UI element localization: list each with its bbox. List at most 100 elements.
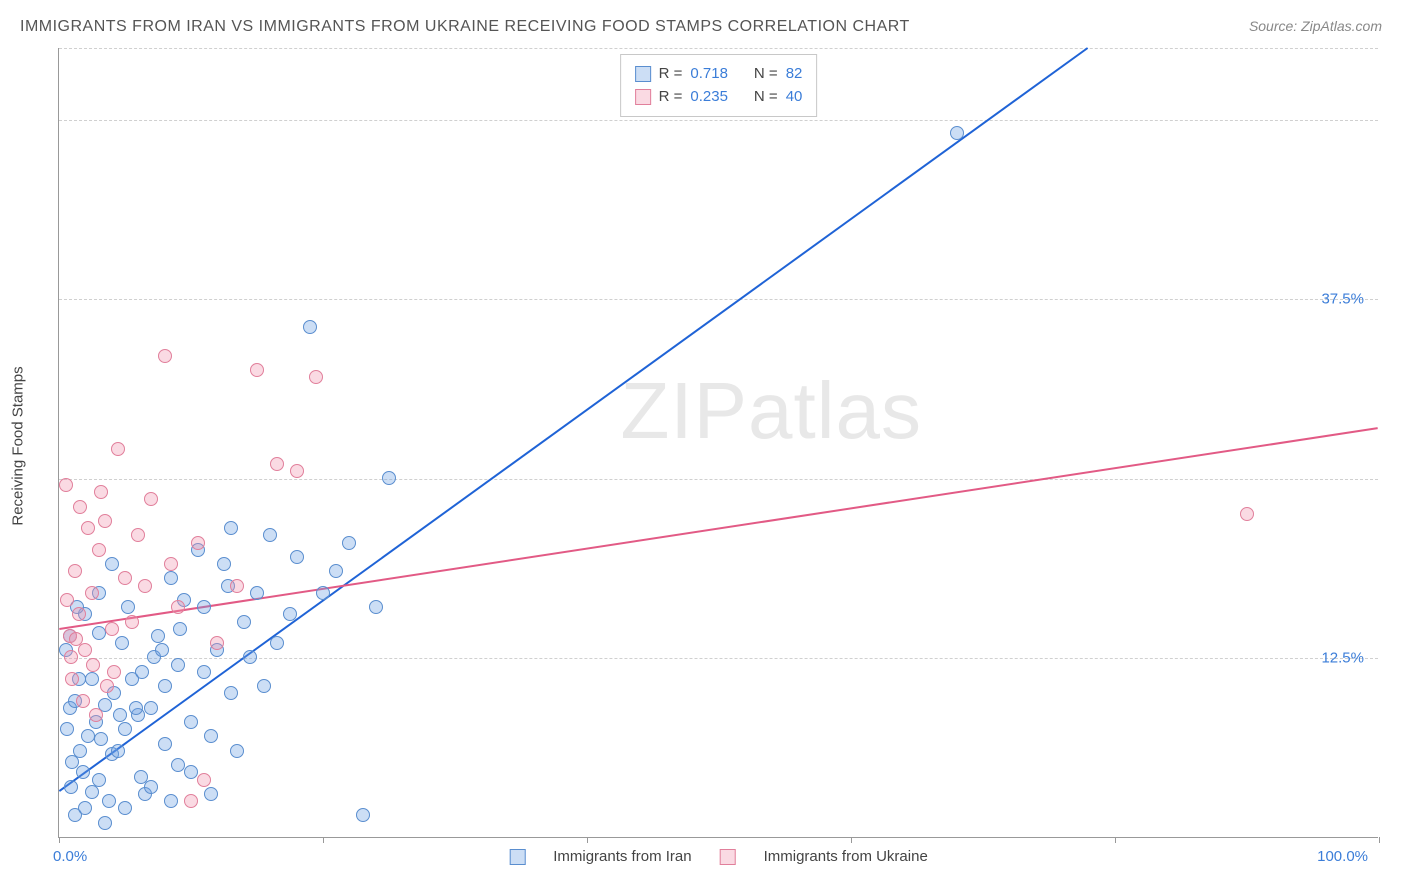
- point-iran: [121, 600, 135, 614]
- x-tick: [323, 837, 324, 843]
- point-iran: [197, 665, 211, 679]
- point-ukraine: [89, 708, 103, 722]
- point-iran: [316, 586, 330, 600]
- point-iran: [356, 808, 370, 822]
- x-tick: [587, 837, 588, 843]
- point-iran: [144, 780, 158, 794]
- point-iran: [85, 785, 99, 799]
- point-ukraine: [210, 636, 224, 650]
- x-tick: [851, 837, 852, 843]
- point-iran: [111, 744, 125, 758]
- point-ukraine: [100, 679, 114, 693]
- x-tick-label: 100.0%: [1317, 848, 1368, 865]
- point-ukraine: [107, 665, 121, 679]
- point-iran: [129, 701, 143, 715]
- point-iran: [270, 636, 284, 650]
- point-ukraine: [230, 579, 244, 593]
- swatch-iran: [509, 849, 525, 865]
- point-ukraine: [92, 543, 106, 557]
- point-iran: [151, 629, 165, 643]
- point-ukraine: [78, 643, 92, 657]
- point-iran: [144, 701, 158, 715]
- point-iran: [224, 686, 238, 700]
- point-ukraine: [85, 586, 99, 600]
- series-label-ukraine: Immigrants from Ukraine: [764, 848, 928, 865]
- point-ukraine: [184, 794, 198, 808]
- point-iran: [102, 794, 116, 808]
- point-ukraine: [144, 492, 158, 506]
- x-tick: [1115, 837, 1116, 843]
- point-iran: [243, 650, 257, 664]
- legend-series: Immigrants from Iran Immigrants from Ukr…: [509, 848, 928, 865]
- point-ukraine: [65, 672, 79, 686]
- point-ukraine: [76, 694, 90, 708]
- swatch-ukraine: [720, 849, 736, 865]
- point-iran: [250, 586, 264, 600]
- point-iran: [60, 722, 74, 736]
- point-iran: [76, 765, 90, 779]
- plot-area: ZIPatlas R = 0.718 N = 82 R = 0.235 N = …: [58, 48, 1378, 838]
- chart-title: IMMIGRANTS FROM IRAN VS IMMIGRANTS FROM …: [20, 18, 910, 36]
- point-iran: [155, 643, 169, 657]
- point-iran: [263, 528, 277, 542]
- legend-row-ukraine: R = 0.235 N = 40: [635, 86, 803, 109]
- legend-row-iran: R = 0.718 N = 82: [635, 63, 803, 86]
- y-axis-label: Receiving Food Stamps: [10, 366, 27, 525]
- n-value-iran: 82: [786, 63, 803, 86]
- point-iran: [158, 737, 172, 751]
- r-value-ukraine: 0.235: [690, 86, 728, 109]
- point-ukraine: [250, 363, 264, 377]
- point-iran: [204, 729, 218, 743]
- point-iran: [78, 801, 92, 815]
- point-ukraine: [164, 557, 178, 571]
- r-label: R =: [659, 86, 683, 109]
- point-ukraine: [60, 593, 74, 607]
- x-tick-label: 0.0%: [53, 848, 87, 865]
- point-ukraine: [73, 500, 87, 514]
- r-label: R =: [659, 63, 683, 86]
- point-ukraine: [158, 349, 172, 363]
- point-iran: [283, 607, 297, 621]
- point-iran: [135, 665, 149, 679]
- point-ukraine: [98, 514, 112, 528]
- point-iran: [81, 729, 95, 743]
- point-iran: [217, 557, 231, 571]
- point-iran: [369, 600, 383, 614]
- point-iran: [118, 722, 132, 736]
- point-iran: [94, 732, 108, 746]
- point-iran: [257, 679, 271, 693]
- point-ukraine: [86, 658, 100, 672]
- point-ukraine: [309, 370, 323, 384]
- point-iran: [342, 536, 356, 550]
- point-iran: [237, 615, 251, 629]
- point-ukraine: [94, 485, 108, 499]
- point-ukraine: [118, 571, 132, 585]
- swatch-ukraine: [635, 89, 651, 105]
- point-iran: [171, 758, 185, 772]
- point-iran: [204, 787, 218, 801]
- point-ukraine: [111, 442, 125, 456]
- point-iran: [303, 320, 317, 334]
- point-iran: [73, 744, 87, 758]
- point-iran: [230, 744, 244, 758]
- point-ukraine: [81, 521, 95, 535]
- point-ukraine: [197, 773, 211, 787]
- point-ukraine: [59, 478, 73, 492]
- point-iran: [164, 571, 178, 585]
- point-iran: [290, 550, 304, 564]
- point-ukraine: [69, 632, 83, 646]
- point-iran: [98, 816, 112, 830]
- point-iran: [118, 801, 132, 815]
- point-iran: [224, 521, 238, 535]
- point-iran: [158, 679, 172, 693]
- points-container: [59, 48, 1378, 837]
- point-iran: [184, 715, 198, 729]
- point-ukraine: [191, 536, 205, 550]
- point-ukraine: [125, 615, 139, 629]
- point-ukraine: [138, 579, 152, 593]
- point-iran: [105, 557, 119, 571]
- point-ukraine: [1240, 507, 1254, 521]
- legend-correlation: R = 0.718 N = 82 R = 0.235 N = 40: [620, 54, 818, 117]
- point-iran: [115, 636, 129, 650]
- swatch-iran: [635, 66, 651, 82]
